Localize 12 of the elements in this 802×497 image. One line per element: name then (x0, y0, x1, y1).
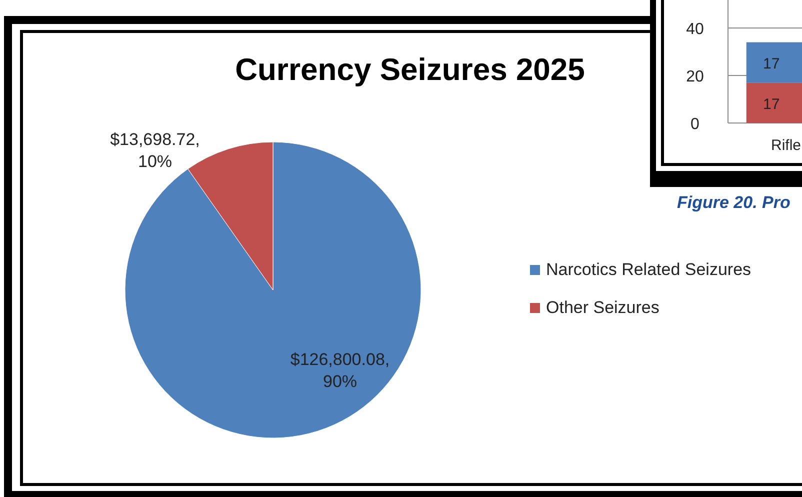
data-label: $126,800.08, 90% (290, 350, 390, 391)
y-tick-label: 0 (690, 116, 700, 133)
y-tick-label: 40 (686, 21, 704, 38)
data-label: $13,698.72, 10% (110, 130, 200, 171)
data-label: 17 (763, 55, 780, 72)
legend-label: Narcotics Related Seizures (546, 260, 752, 279)
data-label: 17 (763, 96, 780, 113)
chart-title: Currency Seizures 2025 (235, 52, 585, 87)
y-tick-label: 20 (686, 68, 704, 86)
legend-label: Other Seizures (546, 298, 660, 317)
caption: Figure 20. Pro (677, 193, 790, 212)
x-tick-label: Rifle (770, 137, 802, 154)
